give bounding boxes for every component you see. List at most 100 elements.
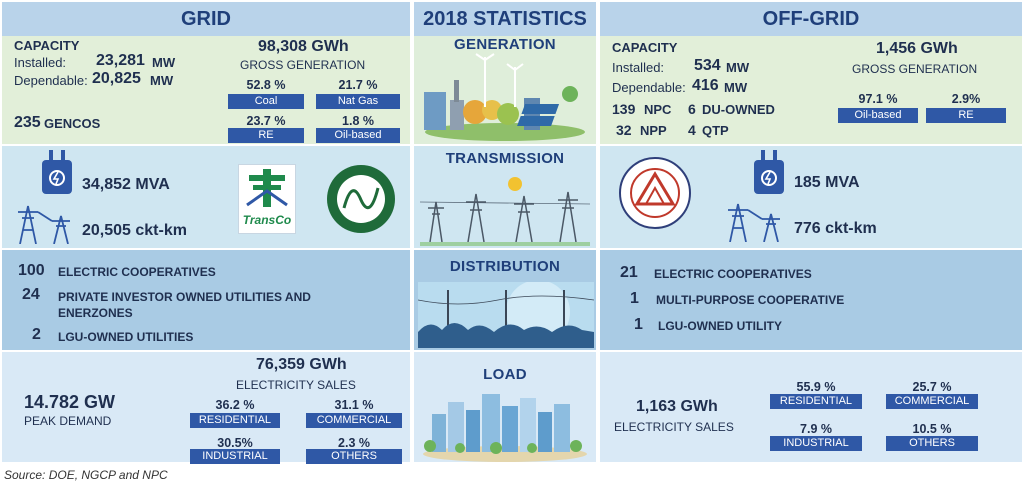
offgrid-ckt-km: 776 ckt-km [794,220,877,237]
offgrid-gross-generation-label: GROSS GENERATION [852,62,978,76]
offgrid-plant-label-0: NPC [644,102,672,117]
load-band-grid [2,352,410,462]
grid-dist-label-0: ELECTRIC COOPERATIVES [58,265,216,279]
section-generation-title: GENERATION [454,36,556,53]
grid-header: GRID [2,2,410,36]
offgrid-gen-mix-tag-1: RE [926,108,1006,123]
offgrid-dist-label-2: LGU-OWNED UTILITY [658,319,782,333]
offgrid-header: OFF-GRID [600,2,1022,36]
offgrid-plant-count-2: 32 [616,122,632,138]
grid-load-mix-tag-1: COMMERCIAL [306,413,402,428]
section-distribution-title: DISTRIBUTION [449,258,561,275]
grid-load-mix-pct-0: 36.2 % [215,398,255,412]
grid-load-mix-tag-2: INDUSTRIAL [190,449,280,464]
offgrid-capacity-label: CAPACITY [612,40,678,55]
grid-gross-generation-value: 98,308 GWh [258,38,349,55]
grid-dist-count-1: 24 [22,286,40,303]
grid-gross-generation-label: GROSS GENERATION [240,58,366,72]
section-transmission-title: TRANSMISSION [445,150,565,167]
grid-transformer-icon [40,150,74,196]
generation-band-offgrid [600,36,1022,144]
center-transmission-panel [414,146,596,248]
offgrid-plant-label-3: QTP [702,123,729,138]
transco-logo: TransCo [238,164,296,234]
offgrid-plant-label-1: DU-OWNED [702,102,775,117]
grid-tower-icon [14,202,78,244]
offgrid-mva: 185 MVA [794,174,860,191]
grid-dist-count-0: 100 [18,262,45,279]
grid-gen-mix-pct-1: 21.7 % [338,78,378,92]
grid-installed-value: 23,281 [96,52,145,69]
grid-load-mix-tag-3: OTHERS [306,449,402,464]
offgrid-dependable-label: Dependable: [612,80,686,95]
grid-gen-mix-pct-0: 52.8 % [246,78,286,92]
grid-installed-label: Installed: [14,55,67,70]
offgrid-plant-label-2: NPP [640,123,667,138]
grid-dist-label-1: PRIVATE INVESTOR OWNED UTILITIES AND [58,290,311,304]
grid-gen-mix-pct-3: 1.8 % [342,114,374,128]
section-load-title: LOAD [483,366,527,383]
grid-load-mix-pct-3: 2.3 % [338,436,370,450]
grid-ckt-km: 20,505 ckt-km [82,222,187,239]
distribution-illustration [418,282,594,348]
ngcp-logo [326,164,396,234]
transmission-illustration [420,172,590,246]
grid-gencos-count: 235 [14,114,41,131]
offgrid-installed-unit: MW [726,60,750,75]
generation-illustration [420,52,590,142]
grid-load-mix-pct-1: 31.1 % [334,398,374,412]
offgrid-plant-count-0: 139 [612,101,636,117]
grid-dependable-label: Dependable: [14,73,88,88]
grid-dist-count-2: 2 [32,326,41,343]
offgrid-transformer-icon [752,150,786,196]
grid-mva: 34,852 MVA [82,176,170,193]
offgrid-load-mix-pct-1: 25.7 % [912,380,952,394]
grid-capacity-label: CAPACITY [14,38,80,53]
grid-dist-label-1b: ENERZONES [58,306,133,320]
offgrid-gross-generation-value: 1,456 GWh [876,40,958,57]
source-caption: Source: DOE, NGCP and NPC [4,468,168,482]
distribution-band-grid [2,250,410,350]
offgrid-load-mix-tag-2: INDUSTRIAL [770,436,862,451]
offgrid-load-mix-pct-3: 10.5 % [912,422,952,436]
grid-gen-mix-tag-1: Nat Gas [316,94,400,109]
offgrid-sales-value: 1,163 GWh [636,398,718,415]
offgrid-installed-value: 534 [694,57,721,74]
center-header: 2018 STATISTICS [414,2,596,36]
grid-gen-mix-tag-0: Coal [228,94,304,109]
grid-gen-mix-tag-2: RE [228,128,304,143]
transco-logo-text: TransCo [242,213,292,227]
grid-sales-label: ELECTRICITY SALES [236,378,356,392]
offgrid-dependable-unit: MW [724,80,748,95]
offgrid-sales-label: ELECTRICITY SALES [614,420,734,434]
distribution-band-offgrid [600,250,1022,350]
grid-dist-label-2: LGU-OWNED UTILITIES [58,330,194,344]
offgrid-dist-count-2: 1 [634,316,643,333]
offgrid-plant-count-1: 6 [688,101,696,117]
offgrid-dist-label-0: ELECTRIC COOPERATIVES [654,267,812,281]
grid-gencos-label: GENCOS [44,116,101,131]
offgrid-installed-label: Installed: [612,60,665,75]
offgrid-gen-mix-tag-0: Oil-based [838,108,918,123]
offgrid-dist-count-0: 21 [620,264,638,281]
grid-dependable-unit: MW [150,73,174,88]
offgrid-load-mix-pct-0: 55.9 % [796,380,836,394]
offgrid-dist-count-1: 1 [630,290,639,307]
grid-load-mix-pct-2: 30.5% [217,436,253,450]
offgrid-load-mix-tag-0: RESIDENTIAL [770,394,862,409]
grid-peak-value: 14.782 GW [24,392,116,412]
offgrid-load-mix-tag-3: OTHERS [886,436,978,451]
offgrid-dist-label-1: MULTI-PURPOSE COOPERATIVE [656,293,845,307]
grid-gen-mix-tag-3: Oil-based [316,128,400,143]
grid-installed-unit: MW [152,55,176,70]
offgrid-gen-mix-pct-0: 97.1 % [858,92,898,106]
offgrid-dependable-value: 416 [692,77,719,94]
offgrid-load-mix-pct-2: 7.9 % [800,422,832,436]
generation-band-grid [2,36,410,144]
offgrid-gen-mix-pct-1: 2.9% [951,92,981,106]
npc-logo [618,156,692,230]
grid-peak-label: PEAK DEMAND [24,414,112,428]
grid-dependable-value: 20,825 [92,70,141,87]
offgrid-tower-icon [724,200,788,242]
grid-gen-mix-pct-2: 23.7 % [246,114,286,128]
